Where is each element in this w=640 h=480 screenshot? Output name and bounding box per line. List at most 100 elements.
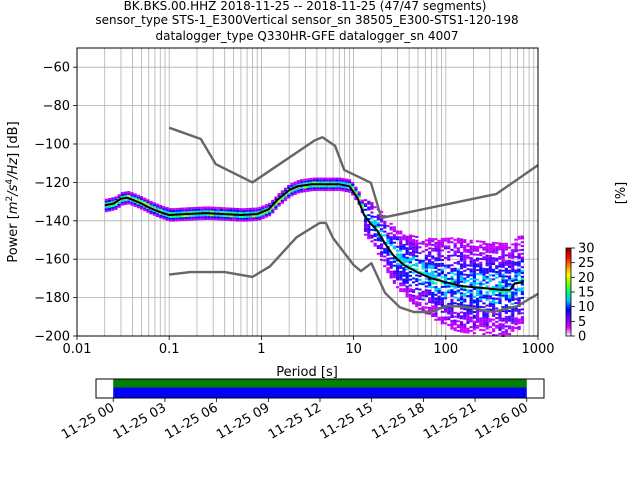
density-cell [165, 214, 169, 217]
density-cell [427, 281, 432, 284]
density-cell [511, 322, 515, 325]
density-cell [466, 318, 470, 321]
density-cell [459, 276, 464, 279]
density-cell [459, 271, 464, 274]
density-cell [411, 248, 416, 251]
density-cell [379, 218, 384, 221]
density-cell [450, 269, 454, 272]
density-cell [143, 199, 147, 202]
density-cell [491, 328, 496, 331]
density-cell [399, 265, 403, 268]
density-cell [168, 211, 172, 214]
density-cell [485, 260, 489, 263]
density-cell [469, 318, 473, 321]
density-cell [363, 233, 368, 236]
density-cell [427, 285, 432, 288]
density-cell [514, 238, 518, 241]
x-tick-label: 1000 [521, 342, 554, 357]
density-cell [402, 274, 406, 277]
density-cell [466, 250, 470, 253]
density-cell [466, 279, 470, 282]
density-cell [463, 277, 467, 280]
density-cell [459, 326, 464, 329]
density-cell [472, 280, 476, 283]
density-cell [277, 202, 281, 205]
density-cell [405, 291, 409, 294]
density-cell [389, 228, 393, 231]
density-cell [450, 271, 454, 274]
density-cell [283, 197, 288, 200]
density-cell [437, 241, 441, 244]
density-cell [175, 217, 179, 220]
density-cell [498, 248, 502, 251]
density-cell [258, 218, 262, 221]
density-cell [450, 237, 454, 240]
density-cell [325, 179, 329, 182]
density-cell [344, 182, 348, 185]
density-cell [363, 226, 368, 229]
density-cell [437, 259, 441, 262]
density-cell [517, 326, 521, 329]
density-cell [485, 256, 489, 259]
density-cell [271, 209, 275, 212]
density-cell [235, 219, 240, 222]
density-cell [501, 292, 505, 295]
density-cell [178, 209, 182, 212]
density-cell [456, 237, 460, 240]
density-cell [402, 245, 406, 248]
density-cell [437, 299, 441, 302]
density-cell [437, 301, 441, 304]
density-cell [408, 247, 412, 250]
density-cell [360, 203, 364, 206]
density-cell [511, 316, 515, 319]
density-cell [386, 234, 390, 237]
density-cell [376, 214, 380, 217]
density-cell [399, 230, 403, 233]
density-cell [376, 247, 380, 250]
density-cell [427, 274, 432, 277]
density-cell [159, 204, 163, 207]
density-cell [187, 216, 192, 219]
density-cell [389, 222, 393, 225]
density-cell [466, 316, 470, 319]
density-cell [411, 242, 416, 245]
density-cell [392, 230, 396, 233]
density-cell [453, 267, 457, 270]
density-cell [424, 281, 428, 284]
density-cell [235, 209, 240, 212]
density-cell [392, 226, 396, 229]
density-cell [511, 256, 515, 259]
x-tick-label: 100 [433, 342, 458, 357]
density-cell [459, 286, 464, 289]
density-cell [402, 253, 406, 256]
density-cell [459, 251, 464, 254]
density-cell [315, 185, 320, 188]
density-cell [427, 312, 432, 315]
density-cell [171, 210, 176, 213]
density-cell [507, 319, 512, 322]
density-cell [392, 235, 396, 238]
density-cell [431, 276, 435, 279]
density-cell [450, 327, 454, 330]
density-cell [514, 294, 518, 297]
colorbar-tick-label: 30 [578, 242, 595, 257]
density-cell [479, 263, 483, 266]
density-cell [469, 320, 473, 323]
density-cell [104, 206, 108, 209]
density-cell [415, 251, 419, 254]
density-cell [504, 281, 508, 284]
density-cell [453, 286, 457, 289]
density-cell [424, 248, 428, 251]
density-cell [181, 217, 185, 220]
density-cell [485, 314, 489, 317]
density-cell [418, 252, 422, 255]
density-cell [264, 213, 268, 216]
density-cell [517, 299, 521, 302]
density-cell [197, 208, 201, 211]
density-cell [472, 247, 476, 250]
density-cell [482, 275, 486, 278]
density-cell [139, 207, 144, 210]
density-cell [379, 230, 384, 233]
density-cell [303, 190, 307, 193]
density-cell [511, 314, 515, 317]
